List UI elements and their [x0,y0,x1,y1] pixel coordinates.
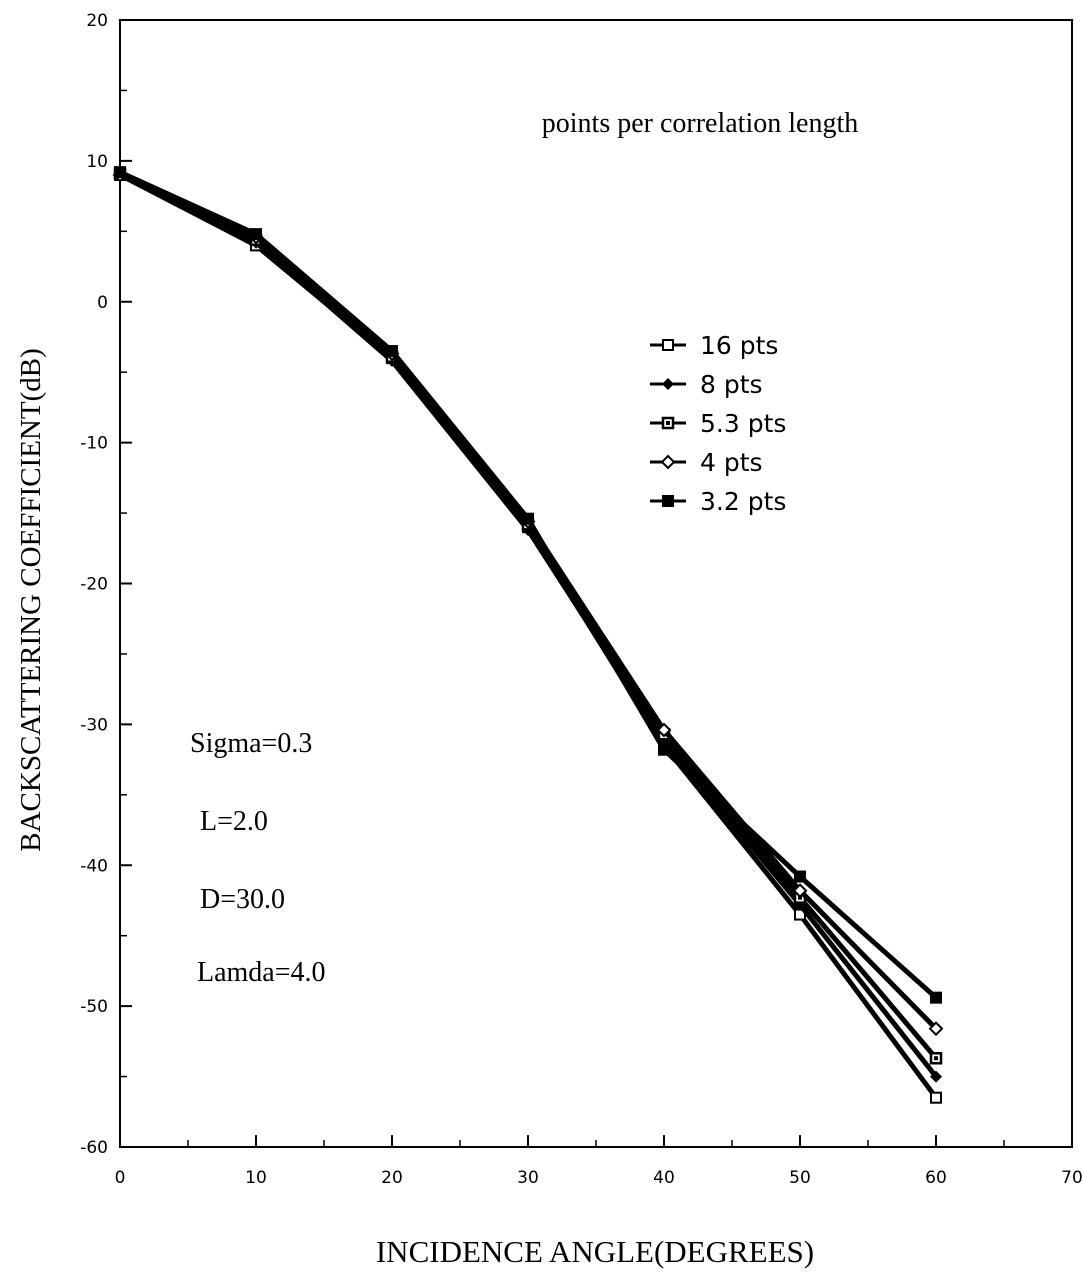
y-tick-label: 0 [97,293,108,313]
legend-title: points per correlation length [542,108,858,139]
x-tick-label: 40 [653,1168,675,1188]
annotation: Sigma=0.3 [190,728,312,759]
annotation: Lamda=4.0 [197,957,326,988]
data-point [792,883,808,899]
data-point [386,345,398,358]
x-tick-label: 0 [115,1168,126,1188]
legend-marker [662,378,674,390]
series-8-pts [114,168,942,1083]
y-tick-label: -30 [80,715,108,735]
legend-item: 4 pts [650,448,763,477]
legend-label: 5.3 pts [700,409,786,438]
legend-label: 8 pts [700,370,763,399]
y-tick-label: -50 [80,997,108,1017]
series-layer [112,166,944,1104]
y-axis-label: BACKSCATTERING COEFFICIENT(dB) [15,348,47,852]
annotation: L=2.0 [200,806,268,837]
legend-marker [661,416,675,430]
legend-label: 4 pts [700,448,763,477]
marker-dot [666,421,670,425]
y-tick-label: -10 [80,434,108,454]
x-tick-label: 20 [381,1168,403,1188]
x-axis-ticks: 0 10 20 30 40 50 60 70 [115,1135,1082,1188]
data-point [929,1051,943,1065]
y-tick-label: 10 [86,152,108,172]
series-3-2-pts [114,166,942,1004]
data-point [930,991,942,1004]
x-tick-label: 10 [245,1168,267,1188]
y-tick-label: 20 [86,11,108,31]
y-tick-label: -60 [80,1138,108,1158]
parameter-annotations: Sigma=0.3 L=2.0 D=30.0 Lamda=4.0 [190,728,326,988]
data-point [930,1091,942,1104]
data-point [522,512,534,525]
x-tick-label: 70 [1061,1168,1082,1188]
legend-item: 5.3 pts [650,409,786,438]
x-tick-label: 50 [789,1168,811,1188]
data-point [656,722,672,738]
legend-item: 8 pts [650,370,763,399]
x-tick-label: 30 [517,1168,539,1188]
x-axis-label: INCIDENCE ANGLE(DEGREES) [376,1234,814,1269]
legend: points per correlation length 16 pts 8 pt… [542,108,858,516]
legend-marker [662,339,674,351]
legend-marker [662,495,674,507]
legend-item: 3.2 pts [650,487,786,516]
data-point [930,1070,942,1083]
marker-dot [934,1056,938,1061]
data-point [794,870,806,883]
annotation: D=30.0 [200,884,285,915]
legend-label: 3.2 pts [700,487,786,516]
legend-marker [660,454,676,470]
data-point [114,166,126,179]
x-tick-label: 60 [925,1168,947,1188]
legend-item: 16 pts [650,331,778,360]
data-point [658,743,670,756]
y-tick-label: -40 [80,856,108,876]
y-tick-label: -20 [80,575,108,595]
data-point [928,1021,944,1037]
legend-label: 16 pts [700,331,778,360]
series-line [118,172,938,1079]
series-line [118,169,938,1000]
data-point [250,228,262,241]
y-axis-ticks: 20 10 0 -10 -20 -30 -40 -50 -60 [80,11,132,1158]
